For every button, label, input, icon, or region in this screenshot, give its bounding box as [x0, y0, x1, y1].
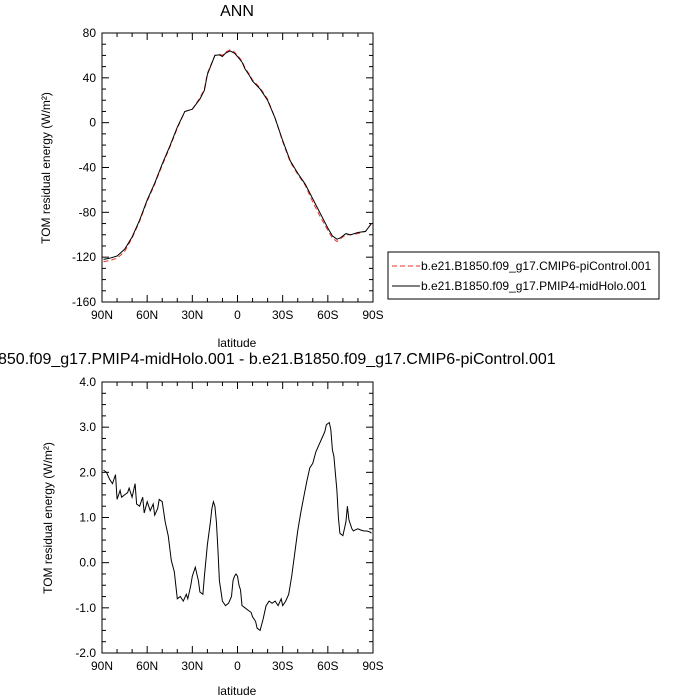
- y-tick-label: 1.0: [79, 511, 96, 525]
- x-tick-label: 30N: [181, 308, 203, 322]
- y-tick-label: 40: [83, 71, 97, 85]
- legend-label-picontrol: b.e21.B1850.f09_g17.CMIP6-piControl.001: [421, 259, 651, 273]
- x-tick-label: 60S: [317, 308, 338, 322]
- y-tick-label: -1.0: [75, 601, 96, 615]
- y-tick-label: -2.0: [75, 646, 96, 660]
- top-chart-title: ANN: [220, 3, 254, 20]
- bottom-chart-title: 850.f09_g17.PMIP4-midHolo.001 - b.e21.B1…: [0, 351, 556, 368]
- top-plot-frame: [101, 32, 374, 303]
- x-tick-label: 90S: [362, 659, 383, 673]
- bottom-plot-frame: [101, 381, 374, 654]
- y-tick-label: 3.0: [79, 420, 96, 434]
- bottom-x-axis-label: latitude: [218, 684, 257, 698]
- bottom-y-axis: -2.0 -1.0 0.0 1.0 2.0 3.0 4.0: [75, 375, 373, 660]
- x-tick-label: 0: [234, 308, 241, 322]
- legend: b.e21.B1850.f09_g17.CMIP6-piControl.001 …: [387, 251, 660, 300]
- top-y-axis: -160 -120 -80 -40 0 40 80: [72, 26, 373, 309]
- y-tick-label: -40: [79, 161, 97, 175]
- x-tick-label: 90N: [91, 659, 113, 673]
- x-tick-label: 60S: [317, 659, 338, 673]
- y-tick-label: -120: [72, 250, 96, 264]
- bottom-y-axis-label: TOM residual energy (W/m²): [41, 442, 55, 594]
- top-panel: ANN -160 -120 -80 -40 0 40 80 90N 60N 30N 0 30S 60S…: [39, 3, 384, 350]
- bottom-x-axis: 90N 60N 30N 0 30S 60S 90S: [91, 382, 384, 673]
- x-tick-label: 60N: [136, 659, 158, 673]
- x-tick-label: 30S: [272, 308, 293, 322]
- legend-label-midholo: b.e21.B1850.f09_g17.PMIP4-midHolo.001: [421, 279, 647, 293]
- x-tick-label: 0: [234, 659, 241, 673]
- y-tick-label: 0.0: [79, 556, 96, 570]
- bottom-series-lines: [103, 421, 372, 632]
- top-y-axis-label: TOM residual energy (W/m²): [39, 92, 53, 244]
- series-line-midholo: [103, 50, 372, 260]
- series-line-difference: [103, 421, 372, 632]
- top-x-axis-label: latitude: [218, 336, 257, 350]
- x-tick-label: 30N: [181, 659, 203, 673]
- x-tick-label: 60N: [136, 308, 158, 322]
- y-tick-label: -160: [72, 295, 96, 309]
- x-tick-label: 30S: [272, 659, 293, 673]
- bottom-panel: 850.f09_g17.PMIP4-midHolo.001 - b.e21.B1…: [0, 351, 556, 698]
- y-tick-label: -80: [79, 205, 97, 219]
- y-tick-label: 80: [83, 26, 97, 40]
- legend-box: [387, 251, 660, 300]
- series-line-picontrol: [103, 49, 372, 263]
- top-x-axis: 90N 60N 30N 0 30S 60S 90S: [91, 33, 384, 322]
- x-tick-label: 90N: [91, 308, 113, 322]
- y-tick-label: 4.0: [79, 375, 96, 389]
- y-tick-label: 2.0: [79, 465, 96, 479]
- top-series-lines: [103, 49, 372, 263]
- x-tick-label: 90S: [362, 308, 383, 322]
- y-tick-label: 0: [89, 116, 96, 130]
